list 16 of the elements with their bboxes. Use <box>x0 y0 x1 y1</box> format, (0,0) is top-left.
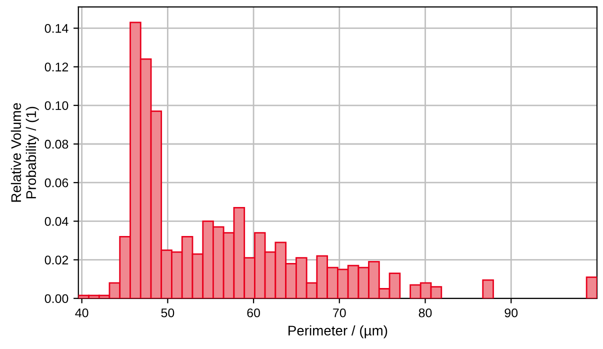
x-axis-title: Perimeter / (µm) <box>288 325 388 338</box>
x-tick-label: 80 <box>418 308 432 318</box>
x-tick-label: 90 <box>504 308 518 318</box>
x-tick-label: 60 <box>247 308 260 318</box>
y-tick-label: 0.08 <box>44 140 68 149</box>
x-tick-label: 50 <box>161 308 174 318</box>
y-axis-title: Relative Volume Probability / (1) <box>10 103 39 202</box>
y-tick-label: 0.04 <box>44 217 68 226</box>
y-tick-label: 0.14 <box>44 24 68 33</box>
y-tick-label: 0.06 <box>44 178 68 188</box>
y-tick-label: 0.10 <box>44 101 68 110</box>
x-tick-label: 70 <box>333 308 346 318</box>
y-tick-label: 0.12 <box>44 62 68 72</box>
y-tick-label: 0.00 <box>44 294 68 304</box>
y-tick-label: 0.02 <box>44 256 68 264</box>
x-tick-label: 40 <box>75 308 88 318</box>
